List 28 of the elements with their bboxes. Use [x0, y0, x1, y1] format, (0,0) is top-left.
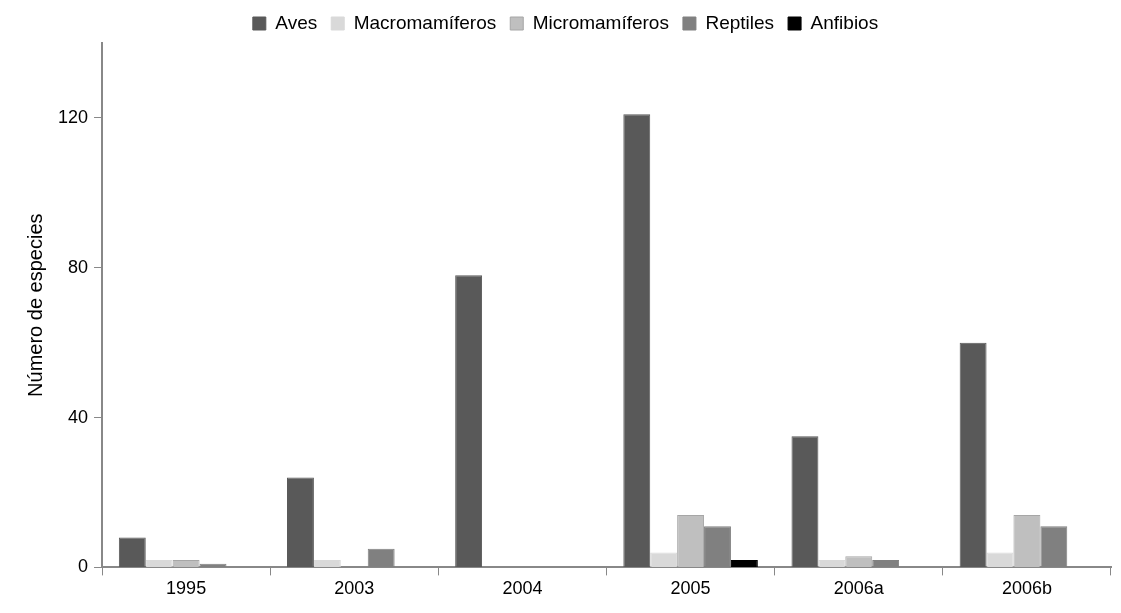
bar — [313, 559, 341, 567]
y-tick-label: 40 — [68, 406, 89, 427]
y-axis-title: Número de especies — [23, 213, 46, 397]
x-tick-label: 1995 — [166, 578, 207, 599]
bar — [650, 552, 678, 567]
x-tick-label: 2006b — [1001, 578, 1052, 599]
bar — [287, 477, 314, 567]
x-tick-label: 2005 — [670, 578, 711, 599]
legend-label: Micromamíferos — [532, 11, 669, 33]
bar — [455, 275, 483, 567]
x-tick-label: 2006a — [833, 578, 885, 599]
x-tick-label: 2003 — [334, 578, 375, 599]
bar — [730, 559, 758, 567]
bar — [791, 436, 819, 567]
legend-label: Aves — [275, 11, 318, 33]
bar — [959, 342, 987, 567]
y-tick-label: 120 — [57, 106, 89, 127]
legend-label: Anfibios — [810, 11, 879, 33]
bar — [118, 537, 146, 567]
bar — [145, 559, 173, 567]
y-tick-label: 0 — [78, 556, 89, 577]
bar — [818, 559, 846, 567]
bar — [623, 114, 651, 567]
x-tick-label: 2004 — [502, 578, 543, 599]
legend-label: Reptiles — [705, 11, 775, 33]
bar — [986, 552, 1014, 567]
y-tick-label: 80 — [68, 256, 89, 277]
legend-label: Macromamíferos — [353, 11, 497, 33]
